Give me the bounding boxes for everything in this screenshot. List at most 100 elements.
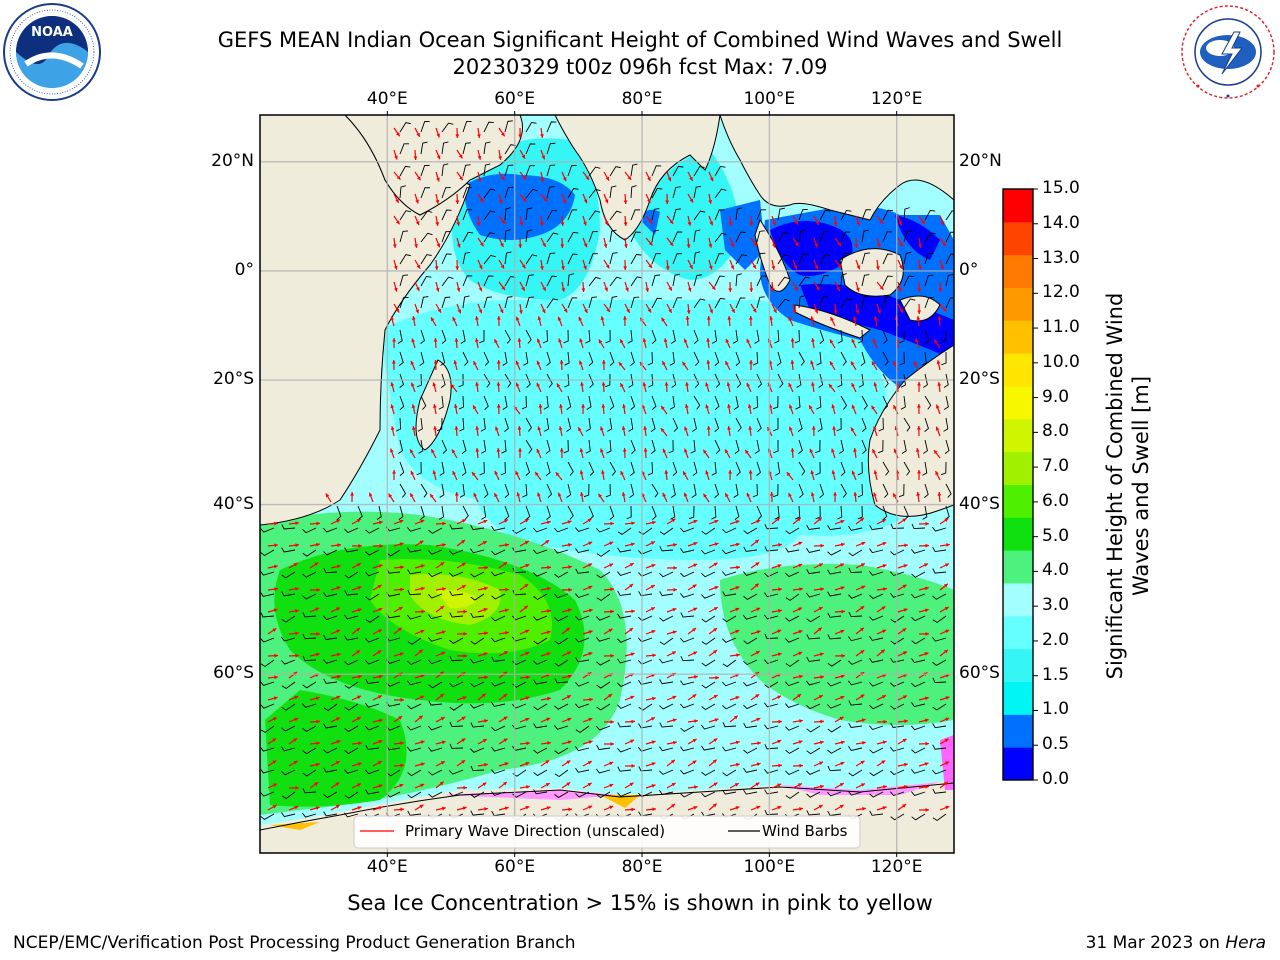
wave-direction-arrowhead [811, 382, 815, 386]
wave-direction-arrowhead [648, 219, 653, 224]
wind-barb [890, 615, 905, 623]
wave-direction-arrowhead [629, 584, 634, 588]
wind-barb [941, 351, 947, 366]
wind-barb [395, 417, 402, 432]
wave-direction-arrowhead [799, 719, 803, 723]
wind-barb [525, 165, 535, 177]
wave-direction-arrowhead [440, 606, 445, 610]
wave-direction-arrowhead [629, 782, 634, 787]
map-field [260, 115, 954, 853]
wind-barb [504, 207, 511, 221]
wave-direction-arrowhead [503, 716, 508, 721]
wind-barb [609, 252, 618, 265]
wind-barb [911, 549, 926, 554]
wind-barb [399, 274, 409, 287]
wind-barb [827, 747, 842, 754]
wind-barb [533, 769, 548, 777]
wind-barb [545, 461, 551, 476]
wind-barb [869, 681, 884, 687]
wind-barb [819, 329, 825, 344]
wave-direction-arrowhead [420, 629, 425, 634]
wind-barb [839, 439, 844, 454]
wave-direction-arrowhead [754, 539, 759, 544]
wave-direction-arrowhead [629, 628, 634, 632]
wind-barb [567, 253, 578, 265]
wave-direction-arrowhead [943, 649, 948, 654]
colorbar-tick-label: 6.0 [1042, 490, 1070, 511]
wave-direction-arrowhead [565, 627, 570, 632]
wave-direction-arrowhead [904, 543, 908, 548]
wind-barb [932, 615, 947, 624]
wave-direction-arrowhead [940, 221, 945, 226]
wind-barb [365, 744, 380, 750]
wind-barb [543, 395, 549, 410]
wave-direction-arrowhead [873, 492, 877, 497]
wind-barb [734, 439, 740, 454]
wave-direction-arrowhead [415, 309, 420, 314]
wind-barb [940, 329, 947, 344]
wave-direction-arrowhead [609, 783, 614, 788]
wave-direction-arrowhead [463, 654, 467, 658]
wind-barb [827, 681, 842, 687]
wind-barb [668, 439, 674, 454]
wave-direction-arrowhead [778, 587, 782, 592]
wind-barb [344, 571, 359, 579]
wind-barb [680, 637, 695, 643]
wind-barb [617, 613, 632, 619]
wave-direction-arrowhead [335, 782, 340, 787]
wind-barb [575, 681, 590, 687]
wave-direction-arrowhead [433, 426, 438, 430]
wind-barb [575, 791, 590, 798]
wave-direction-arrowhead [820, 719, 824, 724]
wind-barb [732, 329, 738, 344]
wave-direction-arrowhead [623, 222, 628, 226]
wind-barb [428, 593, 443, 599]
wind-barb [690, 439, 696, 454]
wave-direction-arrowhead [610, 742, 614, 746]
wave-direction-arrowhead [757, 741, 761, 746]
wind-barb [567, 297, 578, 309]
wave-direction-arrowhead [810, 360, 814, 365]
wind-barb [638, 703, 653, 711]
wind-barb [575, 767, 590, 773]
wind-barb [827, 725, 842, 733]
wave-direction-arrowhead [419, 804, 424, 809]
wave-direction-arrowhead [455, 266, 460, 270]
wind-barb [659, 615, 674, 622]
wind-barb [407, 703, 422, 710]
wave-direction-arrowhead [664, 470, 669, 474]
wind-barb [693, 351, 700, 366]
lat-tick-label-right: 40°S [959, 493, 1000, 514]
wind-barb [945, 210, 954, 221]
wind-barb [911, 769, 926, 774]
wind-barb [399, 230, 409, 243]
lat-tick-label-left: 20°N [211, 150, 254, 171]
wave-direction-arrowhead [725, 493, 729, 498]
wind-barb [743, 789, 758, 795]
wind-barb [735, 231, 746, 243]
wave-direction-arrowhead [778, 719, 782, 724]
wind-barb [459, 483, 465, 498]
wave-direction-arrowhead [411, 338, 415, 343]
wind-barb [659, 571, 674, 578]
wind-barb [462, 251, 471, 265]
wave-direction-arrowhead [862, 741, 866, 745]
wave-direction-arrowhead [777, 652, 782, 657]
wind-barb [777, 373, 784, 388]
wind-barb [680, 527, 695, 533]
wind-barb [890, 722, 905, 728]
wind-barb [365, 659, 380, 665]
wave-direction-arrowhead [735, 542, 740, 547]
map-frame [259, 114, 955, 854]
wind-barb [546, 232, 559, 243]
wind-barb [806, 548, 821, 553]
wave-direction-arrowhead [692, 584, 697, 589]
wave-direction-arrowhead [684, 426, 688, 431]
wave-direction-arrowhead [831, 404, 836, 409]
wind-barb [861, 395, 868, 410]
wave-direction-arrowhead [336, 629, 341, 634]
wave-direction-arrowhead [414, 244, 418, 248]
wave-direction-arrowhead [378, 718, 383, 723]
wind-barb [428, 549, 443, 555]
wave-direction-arrowhead [893, 493, 897, 498]
